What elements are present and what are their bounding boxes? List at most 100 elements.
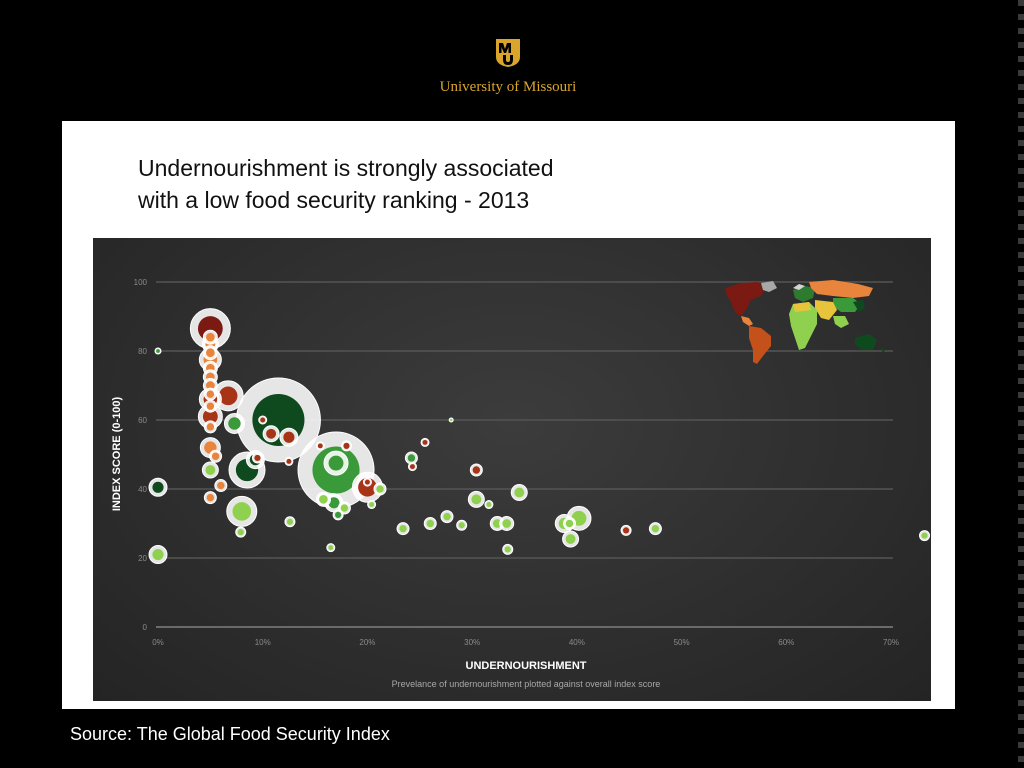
tick-labels: 0 20 40 60 80 100 0% 10% 20% 30% 40% 50% 60% 70% [134, 278, 899, 647]
data-point [467, 490, 485, 508]
slide-edge-decoration [1018, 0, 1024, 768]
data-point [919, 530, 931, 542]
data-point [203, 387, 217, 401]
data-point-core [266, 428, 277, 439]
data-point [423, 517, 437, 530]
data-point-core [343, 442, 350, 449]
data-point-core [502, 519, 512, 528]
data-point-core [328, 455, 344, 471]
data-point-core [328, 497, 340, 509]
map-north-africa [793, 302, 811, 312]
data-point-core [217, 481, 225, 490]
data-point [154, 347, 162, 355]
data-point-core [492, 519, 502, 528]
x-tick-label: 40% [569, 638, 585, 647]
data-point [469, 463, 483, 477]
map-europe [793, 286, 815, 302]
data-point-core [205, 465, 216, 475]
data-point-core [206, 390, 215, 398]
map-russia [809, 280, 873, 298]
data-point-core [622, 527, 630, 534]
data-point-core [260, 417, 266, 423]
map-greenland [761, 281, 777, 292]
mu-logo-icon [496, 39, 520, 67]
slide-title-line-2: with a low food security ranking - 2013 [138, 187, 530, 213]
data-point-core [152, 481, 164, 493]
map-china [833, 298, 861, 312]
data-point-core [651, 524, 660, 533]
data-point [315, 441, 325, 451]
data-point [148, 477, 168, 497]
x-tick-label: 30% [464, 638, 480, 647]
data-point-core [376, 485, 384, 493]
data-point-core [319, 495, 328, 504]
y-tick-label: 60 [138, 416, 147, 425]
y-tick-label: 0 [143, 623, 148, 632]
data-point [362, 477, 372, 487]
source-note: Source: The Global Food Security Index [70, 724, 390, 744]
data-point-core [218, 386, 238, 406]
data-point-core [472, 466, 481, 474]
data-point [209, 449, 223, 463]
data-point [404, 451, 418, 465]
data-point [202, 329, 218, 345]
y-tick-label: 80 [138, 347, 147, 356]
world-map-inset [725, 280, 885, 364]
map-east-asia [853, 300, 865, 312]
data-point [258, 415, 268, 425]
data-point [373, 482, 387, 496]
data-point-core [407, 454, 416, 462]
data-point-core [211, 452, 220, 460]
map-south-america [749, 326, 771, 364]
map-africa [789, 302, 817, 350]
data-point-core [422, 439, 428, 445]
data-point [148, 545, 168, 565]
data-point [420, 437, 430, 447]
data-point-core [409, 464, 415, 470]
data-point-core [206, 493, 215, 502]
map-new-zealand [881, 348, 885, 354]
data-point [499, 516, 515, 531]
data-point [563, 517, 577, 530]
data-point-core [237, 529, 244, 536]
map-south-asia [815, 300, 837, 320]
data-point [315, 491, 331, 507]
x-tick-label: 20% [359, 638, 375, 647]
x-tick-label: 50% [674, 638, 690, 647]
data-point-core [206, 348, 215, 358]
slide-title: Undernourishment is strongly associated … [138, 152, 658, 216]
data-point-core [286, 518, 294, 525]
chart-canvas: 0 20 40 60 80 100 0% 10% 20% 30% 40% 50% 60% 70% INDE… [111, 278, 931, 689]
data-point [203, 491, 217, 505]
data-point-core [565, 519, 574, 528]
data-point-core [232, 502, 252, 521]
data-point-core [486, 502, 492, 508]
data-point-core [317, 443, 323, 449]
data-point [448, 417, 454, 423]
data-point-core [328, 545, 334, 551]
scatter-chart: 0 20 40 60 80 100 0% 10% 20% 30% 40% 50% 60% 70% INDE… [93, 238, 931, 701]
slide-title-line-1: Undernourishment is strongly associated [138, 155, 554, 181]
data-point [202, 345, 218, 361]
data-point-core [443, 512, 451, 521]
data-point [223, 412, 245, 434]
data-point [620, 524, 632, 536]
data-point [456, 519, 468, 531]
data-point [203, 420, 217, 434]
data-point-core [458, 522, 465, 529]
data-point-core [206, 423, 215, 431]
data-point-core [340, 504, 349, 512]
data-point [648, 522, 662, 536]
data-point-core [206, 381, 215, 390]
data-point [562, 530, 580, 548]
data-point-core [426, 519, 434, 528]
data-point-core [364, 479, 370, 485]
data-point [279, 427, 299, 447]
data-point [262, 425, 280, 443]
data-point [340, 440, 352, 452]
university-name: University of Missouri [439, 79, 577, 95]
data-point [407, 462, 417, 472]
data-point-core [283, 431, 295, 443]
data-point [284, 456, 294, 466]
data-point-core [358, 477, 377, 497]
